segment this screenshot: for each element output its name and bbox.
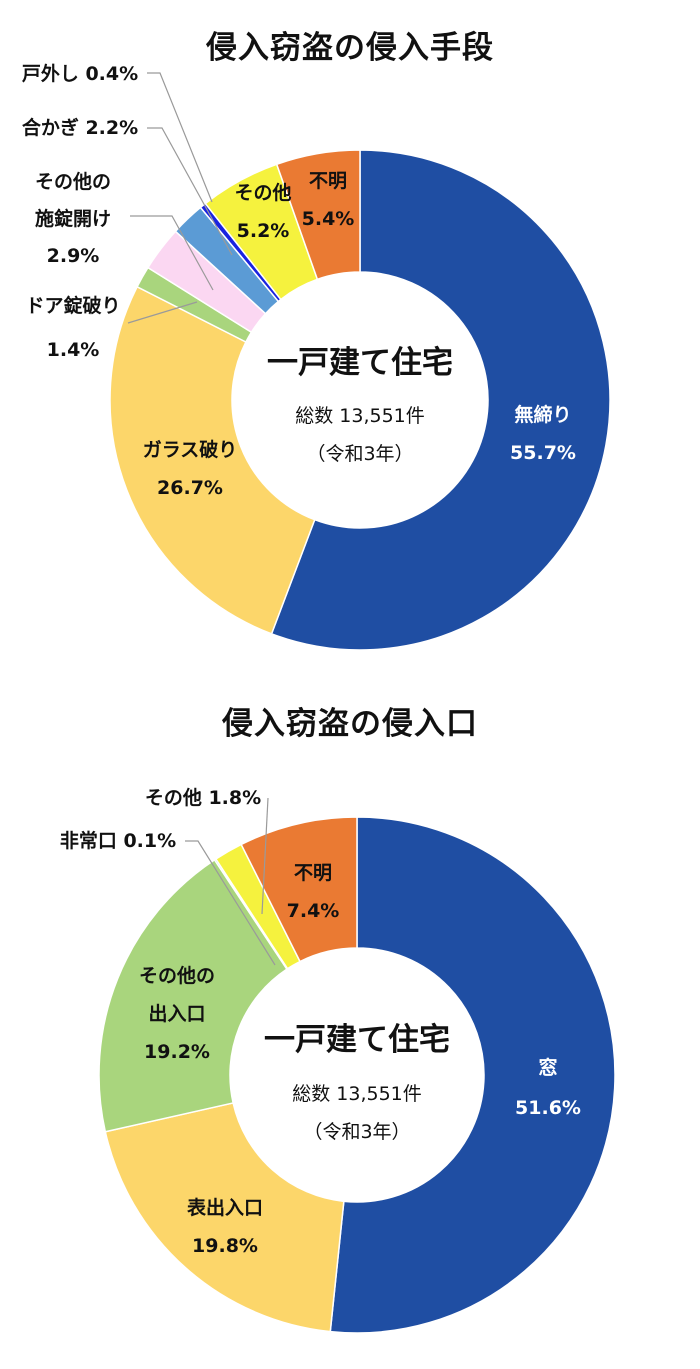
- leader-line: [130, 215, 214, 291]
- slice-pct: 5.4%: [302, 208, 355, 230]
- slice-name: その他の: [35, 170, 111, 193]
- slice-pct: 1.4%: [47, 339, 100, 361]
- slice-name: 不明: [309, 170, 347, 192]
- slice-name: 施錠開け: [35, 207, 111, 230]
- slice-name: 出入口: [148, 1002, 205, 1025]
- slice-pct: 51.6%: [515, 1097, 581, 1119]
- slice-name: その他の: [139, 964, 215, 987]
- slice-label-6: 不明 7.4%: [287, 862, 340, 922]
- slice-label-8: 不明 5.4%: [302, 170, 355, 230]
- slice-pct: 55.7%: [510, 442, 576, 464]
- chart-title: 侵入窃盗の侵入口: [222, 706, 478, 742]
- slices: [109, 149, 611, 651]
- slice-name: 無締り: [514, 403, 571, 426]
- center-title: 一戸建て住宅: [267, 345, 453, 381]
- slice-label-text: その他 1.8%: [145, 786, 261, 809]
- leader-line: [147, 127, 233, 256]
- slice-2: [109, 285, 316, 635]
- slice-8: [275, 149, 361, 281]
- slice-pct: 2.9%: [47, 245, 100, 267]
- slice-label-7: その他 5.2%: [234, 181, 291, 242]
- center-total: 総数 13,551件: [292, 1083, 422, 1105]
- chart-title: 侵入窃盗の侵入手段: [206, 30, 494, 66]
- slices: [98, 816, 616, 1334]
- slice-label-4: 非常口 0.1%: [60, 829, 276, 966]
- slice-3: [98, 858, 288, 1133]
- center-title: 一戸建て住宅: [264, 1022, 450, 1058]
- chart-intrusion-means: 侵入窃盗の侵入手段 一戸建て住宅総数 13,551件 （令和3年） 無締り 55.7%…: [0, 0, 700, 660]
- slice-label-1: 無締り 55.7%: [510, 403, 576, 464]
- center-year: （令和3年）: [306, 443, 413, 465]
- slice-label-text: 戸外し 0.4%: [22, 62, 138, 85]
- slice-pct: 19.8%: [192, 1235, 258, 1257]
- chart-intrusion-entry: 侵入窃盗の侵入口 一戸建て住宅総数 13,551件 （令和3年） 窓 51.6% 表出入…: [0, 690, 700, 1369]
- slice-name: 窓: [538, 1056, 557, 1079]
- slice-6: [240, 816, 358, 963]
- slice-label-5: 合かぎ 2.2%: [22, 116, 233, 256]
- slice-label-2: 表出入口 19.8%: [187, 1196, 263, 1257]
- slice-label-text: 非常口 0.1%: [60, 829, 176, 852]
- slice-2: [104, 1102, 345, 1333]
- slice-pct: 5.2%: [237, 220, 290, 242]
- slice-label-6: 戸外し 0.4%: [22, 62, 213, 203]
- slice-label-1: 窓 51.6%: [515, 1056, 581, 1119]
- slice-name: 表出入口: [187, 1196, 263, 1219]
- slice-label-5: その他 1.8%: [145, 786, 269, 915]
- slice-pct: 7.4%: [287, 900, 340, 922]
- slice-pct: 19.2%: [144, 1041, 210, 1063]
- leader-line: [185, 840, 276, 966]
- slice-label-text: 合かぎ 2.2%: [22, 116, 138, 139]
- center-total: 総数 13,551件: [295, 405, 425, 427]
- slice-1: [270, 149, 611, 651]
- leader-line: [261, 797, 269, 915]
- leader-line: [127, 301, 198, 324]
- slice-label-3: ドア錠破り 1.4%: [25, 294, 198, 361]
- slice-name: ガラス破り: [143, 439, 238, 461]
- center-year: （令和3年）: [303, 1121, 410, 1143]
- leader-line: [147, 72, 213, 203]
- slice-name: ドア錠破り: [25, 294, 120, 317]
- slice-name: その他: [234, 181, 291, 204]
- slice-pct: 26.7%: [157, 477, 223, 499]
- slice-name: 不明: [294, 862, 332, 884]
- slice-label-2: ガラス破り 26.7%: [143, 439, 238, 499]
- slice-1: [329, 816, 616, 1334]
